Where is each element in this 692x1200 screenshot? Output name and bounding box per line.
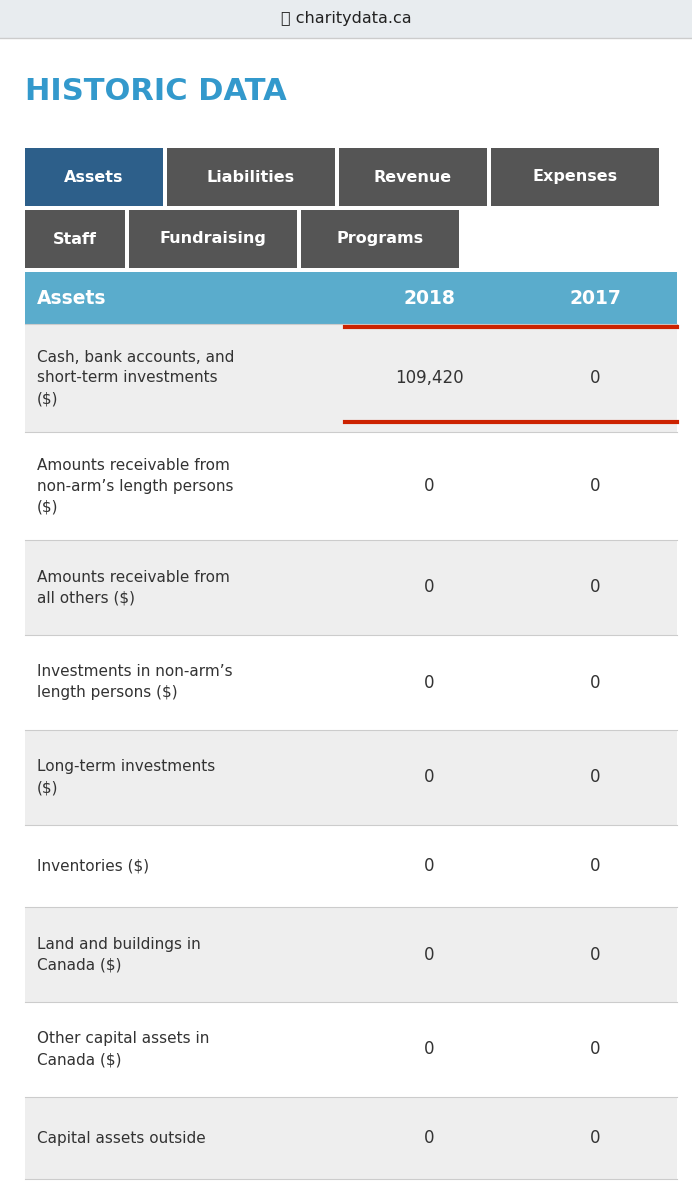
Text: Programs: Programs [336, 232, 424, 246]
Text: 0: 0 [590, 1129, 600, 1147]
Text: 0: 0 [590, 673, 600, 691]
Text: Inventories ($): Inventories ($) [37, 858, 149, 874]
Text: Assets: Assets [64, 169, 124, 185]
Text: 109,420: 109,420 [394, 370, 464, 386]
Bar [25, 1002, 677, 1097]
Text: 0: 0 [424, 946, 435, 964]
Bar [25, 540, 677, 635]
Text: 0: 0 [424, 857, 435, 875]
Text: 0: 0 [590, 857, 600, 875]
Bar [25, 324, 677, 432]
Text: Fundraising: Fundraising [160, 232, 266, 246]
Text: 0: 0 [590, 578, 600, 596]
Text: 2017: 2017 [569, 288, 621, 307]
Text: 2018: 2018 [403, 288, 455, 307]
Bar [25, 210, 125, 268]
Bar [25, 432, 677, 540]
Text: 0: 0 [590, 370, 600, 386]
Text: Expenses: Expenses [532, 169, 617, 185]
Bar [0, 0, 692, 38]
Text: 0: 0 [590, 768, 600, 786]
Bar [301, 210, 459, 268]
Text: Investments in non-arm’s
length persons ($): Investments in non-arm’s length persons … [37, 665, 233, 701]
Bar [25, 1097, 677, 1178]
Bar [25, 148, 163, 206]
Bar [167, 148, 335, 206]
Text: 0: 0 [590, 1040, 600, 1058]
Text: 0: 0 [424, 673, 435, 691]
Bar [129, 210, 297, 268]
Text: Land and buildings in
Canada ($): Land and buildings in Canada ($) [37, 936, 201, 972]
Bar [25, 826, 677, 907]
Text: Amounts receivable from
non-arm’s length persons
($): Amounts receivable from non-arm’s length… [37, 457, 233, 515]
Text: 0: 0 [424, 1129, 435, 1147]
Text: HISTORIC DATA: HISTORIC DATA [25, 78, 286, 107]
Text: Other capital assets in
Canada ($): Other capital assets in Canada ($) [37, 1032, 210, 1068]
Text: Cash, bank accounts, and
short-term investments
($): Cash, bank accounts, and short-term inve… [37, 349, 235, 407]
Text: 0: 0 [424, 578, 435, 596]
Text: Long-term investments
($): Long-term investments ($) [37, 760, 215, 796]
Text: Capital assets outside: Capital assets outside [37, 1130, 206, 1146]
Bar [25, 635, 677, 730]
Text: Liabilities: Liabilities [207, 169, 295, 185]
Text: 0: 0 [424, 476, 435, 494]
Text: 🔒 charitydata.ca: 🔒 charitydata.ca [281, 12, 411, 26]
Bar [491, 148, 659, 206]
Bar [25, 272, 677, 324]
Text: Amounts receivable from
all others ($): Amounts receivable from all others ($) [37, 570, 230, 606]
Bar [25, 730, 677, 826]
Text: Staff: Staff [53, 232, 97, 246]
Text: Revenue: Revenue [374, 169, 452, 185]
Text: 0: 0 [424, 1040, 435, 1058]
Text: 0: 0 [590, 946, 600, 964]
Bar [339, 148, 487, 206]
Bar [25, 907, 677, 1002]
Text: 0: 0 [590, 476, 600, 494]
Text: 0: 0 [424, 768, 435, 786]
Text: Assets: Assets [37, 288, 107, 307]
